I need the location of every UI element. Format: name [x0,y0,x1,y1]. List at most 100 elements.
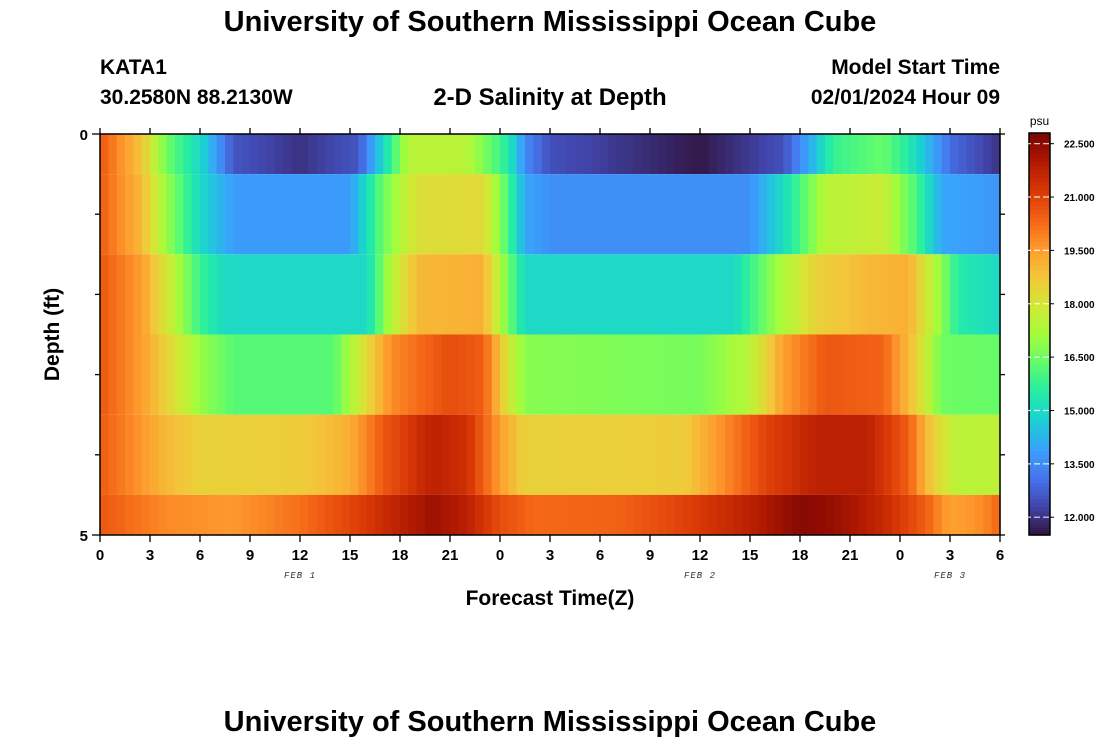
heatmap-cell [925,414,934,495]
heatmap-cell [925,334,934,415]
heatmap-cell [541,174,551,255]
colorbar-tick-label: 12.000 [1064,513,1095,524]
colorbar-segment [1029,426,1050,432]
heatmap-cell [850,334,859,415]
heatmap-cell [275,134,284,175]
heatmap-cell [775,494,784,535]
heatmap-cell [166,414,176,495]
heatmap-cell [466,254,476,335]
heatmap-cell [816,174,826,255]
heatmap-cell [316,414,326,495]
heatmap-cell [350,494,359,535]
x-tick-label: 6 [196,547,204,564]
heatmap-cell [125,134,134,175]
heatmap-cell [691,134,701,175]
heatmap-cell [158,254,168,335]
heatmap-cell [225,414,234,495]
heatmap-cell [400,414,409,495]
heatmap-cell [391,494,401,535]
heatmap-cell [841,174,851,255]
heatmap-cell [158,414,168,495]
heatmap-cell [675,334,684,415]
heatmap-cell [891,414,901,495]
heatmap-cell [641,134,651,175]
colorbar-segment [1029,209,1050,214]
heatmap-cell [666,174,676,255]
heatmap-cell [541,334,551,415]
heatmap-cell [850,134,859,175]
heatmap-cell [116,174,126,255]
heatmap-cell [450,334,459,415]
heatmap-cell [983,174,993,255]
heatmap-cell [666,494,676,535]
heatmap-cell [266,414,276,495]
heatmap-cell [341,414,351,495]
heatmap-cell [283,494,293,535]
heatmap-cell [641,494,651,535]
heatmap-cell [408,334,418,415]
heatmap-cell [541,254,551,335]
heatmap-cell [466,494,476,535]
heatmap-cell [550,254,559,335]
heatmap-cell [775,334,784,415]
heatmap-cell [566,174,576,255]
heatmap-cell [191,134,201,175]
colorbar-segment [1029,354,1050,359]
heatmap-cell [108,134,118,175]
heatmap-cell [700,134,709,175]
heatmap-cell [350,414,359,495]
heatmap-cell [825,494,834,535]
heatmap-cell [825,414,834,495]
heatmap-cell [441,494,451,535]
heatmap-cell [575,334,584,415]
heatmap-cell [916,494,926,535]
heatmap-cell [166,134,176,175]
heatmap-cell [741,134,751,175]
heatmap-cell [550,414,559,495]
colorbar-segment [1029,273,1050,279]
heatmap-cell [150,254,159,335]
heatmap-cell [900,334,909,415]
colorbar-segment [1029,213,1050,219]
heatmap-cell [741,494,751,535]
heatmap-cell [975,494,984,535]
heatmap-cell [325,174,334,255]
heatmap-cell [100,174,109,255]
colorbar-segment [1029,346,1050,351]
x-axis-title: Forecast Time(Z) [466,587,635,610]
heatmap-cell [133,254,143,335]
heatmap-cell [150,174,159,255]
heatmap-cell [416,254,426,335]
heatmap-cell [950,414,959,495]
heatmap-cell [408,414,418,495]
heatmap-cell [191,174,201,255]
heatmap-cell [791,494,801,535]
colorbar-segment [1029,410,1050,415]
station-coordinates: 30.2580N 88.2130W [100,86,293,109]
heatmap-cell [691,334,701,415]
x-tick-label: 9 [646,547,654,564]
heatmap-cell [808,334,818,415]
colorbar-units: psu [1030,114,1049,128]
heatmap-cell [125,254,134,335]
heatmap-cell [325,134,334,175]
heatmap-cell [450,414,459,495]
heatmap-cell [625,174,634,255]
heatmap-cell [608,494,618,535]
heatmap-cell [516,134,526,175]
heatmap-cell [550,174,559,255]
heatmap-cell [108,254,118,335]
heatmap-cell [666,414,676,495]
heatmap-cell [158,494,168,535]
colorbar-tick-label: 18.000 [1064,300,1095,311]
heatmap-cell [925,494,934,535]
heatmap-cell [516,414,526,495]
heatmap-cell [591,254,601,335]
heatmap-cell [891,134,901,175]
colorbar-segment [1029,462,1050,468]
heatmap-cell [625,494,634,535]
heatmap-cell [675,414,684,495]
heatmap-cell [783,334,793,415]
heatmap-cell [491,254,501,335]
heatmap-cell [516,174,526,255]
